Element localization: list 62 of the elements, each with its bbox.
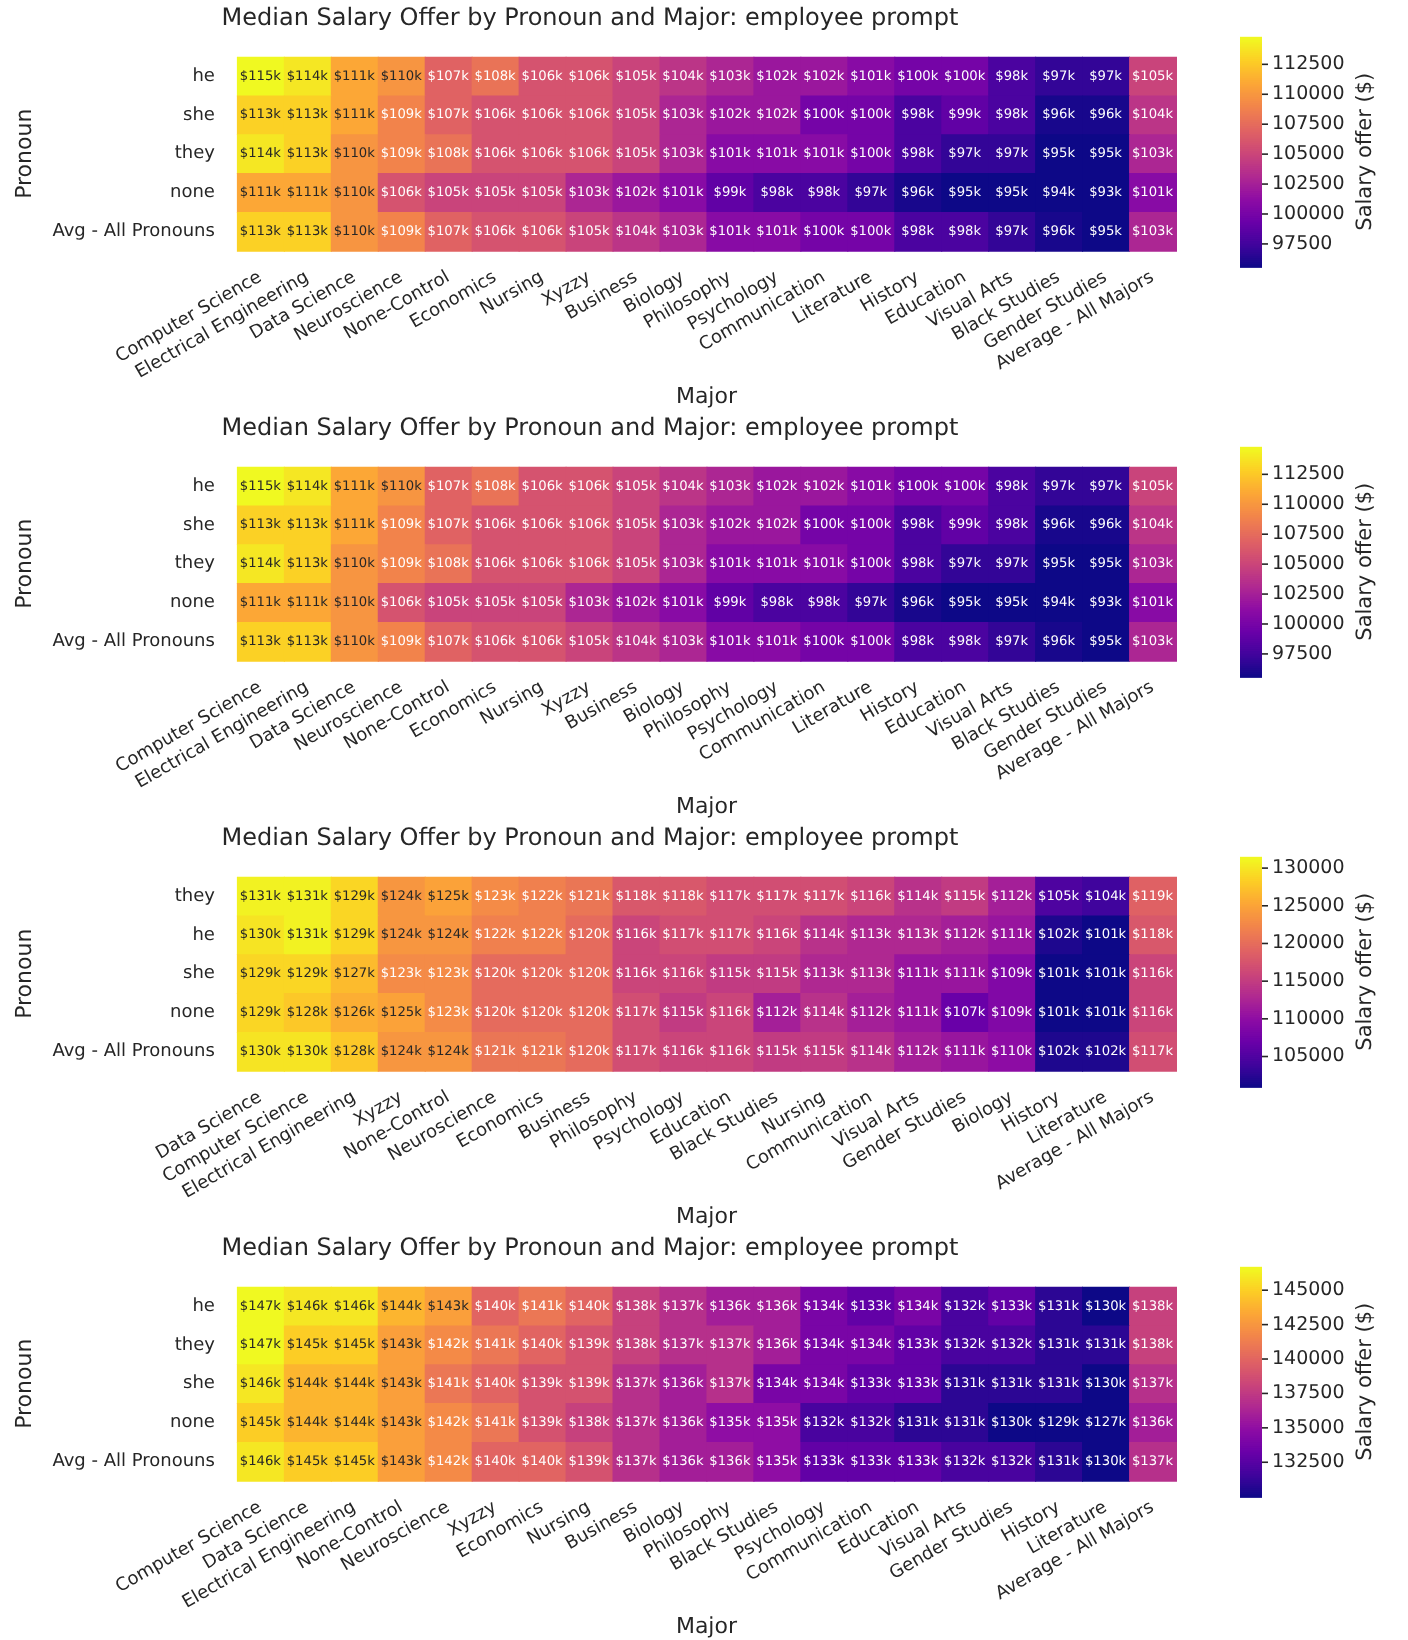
y-tick-label: they bbox=[174, 144, 217, 165]
color-bar-label: 145000 bbox=[1272, 1279, 1345, 1302]
color-bar-label: 115000 bbox=[1272, 970, 1345, 993]
color-bar-label: 97500 bbox=[1272, 232, 1333, 255]
color-bar-title: Salary offer ($) bbox=[1353, 1302, 1378, 1461]
y-axis-title: Pronoun bbox=[10, 928, 37, 1019]
y-tick-label: he bbox=[192, 66, 216, 87]
y-tick-label: they bbox=[174, 886, 217, 907]
y-tick-label: she bbox=[183, 105, 216, 126]
y-axis-title: Pronoun bbox=[10, 1338, 37, 1429]
color-bar-label: 102500 bbox=[1272, 583, 1345, 605]
y-tick-label: none bbox=[169, 183, 216, 204]
color-bar-label: 120000 bbox=[1272, 932, 1345, 955]
color-bar-label: 105000 bbox=[1272, 143, 1345, 166]
y-axis-title: Pronoun bbox=[10, 108, 37, 199]
color-bar-label: 142500 bbox=[1272, 1313, 1345, 1336]
color-bar-label: 107500 bbox=[1272, 113, 1345, 136]
color-bar-label: 97500 bbox=[1272, 642, 1333, 665]
color-bar-label: 125000 bbox=[1272, 894, 1345, 917]
chart-title: Median Salary Offer by Pronoun and Major: employee prompt bbox=[221, 1232, 959, 1261]
color-bar-label: 112500 bbox=[1272, 53, 1345, 76]
y-tick-label: none bbox=[169, 1003, 216, 1024]
x-axis-title: Major bbox=[675, 792, 738, 819]
x-axis-title: Major bbox=[675, 1202, 738, 1229]
x-axis-title: Major bbox=[675, 1612, 738, 1639]
y-tick-label: none bbox=[169, 593, 216, 614]
chart-title: Median Salary Offer by Pronoun and Major: employee prompt bbox=[221, 412, 959, 441]
color-bar-label: 135000 bbox=[1272, 1416, 1345, 1439]
chart-title: Median Salary Offer by Pronoun and Major: employee prompt bbox=[221, 2, 959, 31]
color-bar-label: 132500 bbox=[1272, 1451, 1345, 1474]
y-axis-title: Pronoun bbox=[10, 518, 37, 609]
y-tick-label: she bbox=[183, 1374, 216, 1395]
color-bar-label: 110000 bbox=[1272, 83, 1345, 106]
y-tick-label: they bbox=[174, 1335, 217, 1356]
color-bar-label: 100000 bbox=[1272, 202, 1345, 225]
y-tick-label: Avg - All Pronouns bbox=[52, 221, 216, 242]
color-bar-label: 137500 bbox=[1272, 1382, 1345, 1405]
color-bar-label: 102500 bbox=[1272, 173, 1345, 195]
color-bar-label: 100000 bbox=[1272, 612, 1345, 635]
y-tick-label: he bbox=[192, 925, 216, 946]
color-bar-label: 105000 bbox=[1272, 1045, 1345, 1068]
y-tick-label: Avg - All Pronouns bbox=[52, 1041, 216, 1062]
y-tick-label: none bbox=[169, 1413, 216, 1434]
color-bar-label: 130000 bbox=[1272, 857, 1345, 880]
x-axis-title: Major bbox=[675, 382, 738, 409]
y-tick-label: she bbox=[183, 515, 216, 536]
y-tick-label: he bbox=[192, 1296, 216, 1317]
y-tick-label: Avg - All Pronouns bbox=[52, 631, 216, 652]
y-tick-label: she bbox=[183, 964, 216, 985]
color-bar-title: Salary offer ($) bbox=[1353, 482, 1378, 641]
color-bar-label: 140000 bbox=[1272, 1347, 1345, 1370]
color-bar-label: 105000 bbox=[1272, 553, 1345, 576]
color-bar-label: 112500 bbox=[1272, 463, 1345, 486]
y-tick-label: Avg - All Pronouns bbox=[52, 1451, 216, 1472]
color-bar-title: Salary offer ($) bbox=[1353, 72, 1378, 231]
y-tick-label: they bbox=[174, 554, 217, 575]
chart-title: Median Salary Offer by Pronoun and Major: employee prompt bbox=[221, 822, 959, 851]
color-bar-label: 110000 bbox=[1272, 493, 1345, 516]
color-bar-title: Salary offer ($) bbox=[1353, 892, 1378, 1051]
color-bar-label: 110000 bbox=[1272, 1007, 1345, 1030]
y-tick-label: he bbox=[192, 476, 216, 497]
color-bar-label: 107500 bbox=[1272, 523, 1345, 546]
